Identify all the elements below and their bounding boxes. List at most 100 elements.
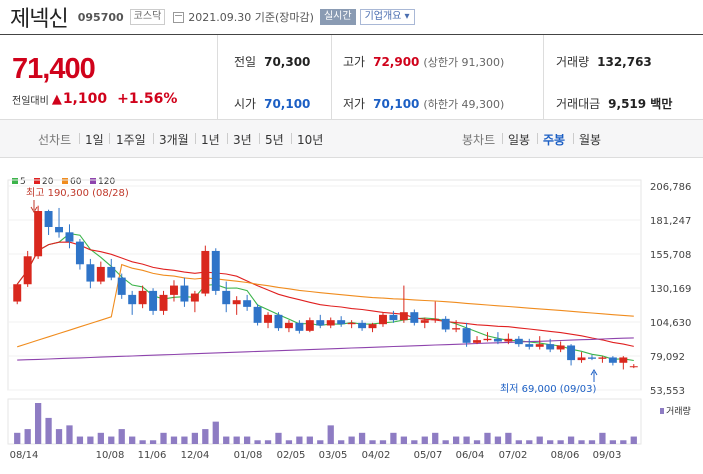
- candle-body: [546, 344, 555, 350]
- stat-value: 70,100: [373, 97, 420, 111]
- max-arrow-head: [30, 206, 38, 213]
- divider: [109, 133, 110, 144]
- plot-frame: [7, 179, 642, 391]
- candle-body: [452, 328, 461, 330]
- tab-daily[interactable]: 일봉: [508, 133, 531, 147]
- volume-bar: [327, 425, 334, 444]
- candle-body: [577, 357, 586, 361]
- realtime-button[interactable]: 실시간: [319, 9, 356, 25]
- volume-bar: [421, 436, 428, 444]
- tab-weekly[interactable]: 주봉: [543, 133, 566, 147]
- stat-volume: 거래량 132,763: [556, 53, 652, 70]
- tab-1year[interactable]: 1년: [201, 133, 220, 147]
- tab-monthly[interactable]: 월봉: [579, 133, 602, 147]
- volume-bar: [432, 432, 439, 444]
- stock-name: 제넥신: [10, 7, 69, 32]
- candle-body: [274, 314, 283, 329]
- max-label: 최고 190,300 (08/28): [26, 187, 129, 199]
- candle-body: [222, 290, 231, 305]
- tab-5year[interactable]: 5년: [265, 133, 284, 147]
- candle-body: [316, 320, 325, 326]
- candle-body: [138, 290, 147, 305]
- candle-body: [326, 320, 335, 326]
- volume-bar: [484, 432, 491, 444]
- volume-bar: [170, 436, 178, 444]
- stat-high: 고가 72,900 (상한가 91,300): [343, 53, 504, 70]
- divider: [79, 133, 80, 144]
- stat-open: 시가 70,100: [234, 95, 310, 112]
- change-label: 전일대비: [12, 95, 49, 107]
- volume-bar: [620, 440, 627, 444]
- tab-3month[interactable]: 3개월: [159, 133, 189, 147]
- volume-bar: [515, 440, 522, 444]
- stock-header: 제넥신 095700 코스닥 2021.09.30 기준(장마감) 실시간 기업…: [0, 0, 703, 34]
- y-tick-label: 206,786: [650, 182, 691, 193]
- volume-bar: [599, 432, 606, 444]
- volume-bar: [358, 432, 366, 444]
- tab-10year[interactable]: 10년: [297, 133, 324, 147]
- current-price: 71,400: [12, 53, 96, 85]
- volume-bar: [338, 440, 345, 444]
- legend-label: 60: [70, 177, 82, 187]
- x-tick-label: 01/08: [234, 450, 263, 461]
- tab-line-chart[interactable]: 선차트: [38, 133, 72, 147]
- stock-code: 095700: [77, 10, 124, 24]
- candle-body: [347, 322, 356, 325]
- candle-body: [211, 250, 220, 291]
- volume-bar: [317, 440, 324, 444]
- divider: [195, 133, 196, 144]
- x-tick-label: 11/06: [138, 450, 167, 461]
- volume-bar: [160, 432, 167, 444]
- volume-bar: [567, 436, 575, 444]
- candle-body: [180, 285, 189, 302]
- volume-bar: [547, 440, 554, 444]
- company-info-button[interactable]: 기업개요 ▾: [359, 9, 415, 25]
- candle-body: [337, 320, 346, 325]
- stat-low: 저가 70,100 (하한가 49,300): [343, 95, 504, 112]
- volume-bar: [243, 436, 251, 444]
- x-tick-label: 09/03: [593, 450, 622, 461]
- candle-body: [535, 344, 544, 347]
- candle-body: [201, 250, 210, 294]
- legend-swatch: [62, 178, 68, 184]
- stat-label: 전일: [234, 55, 257, 69]
- market-badge: 코스닥: [129, 9, 166, 25]
- candle-body: [556, 345, 565, 350]
- stat-value: 9,519 백만: [608, 97, 673, 111]
- tab-1day[interactable]: 1일: [85, 133, 104, 147]
- divider: [543, 35, 544, 121]
- candle-body: [619, 357, 628, 363]
- volume-bar: [149, 440, 157, 444]
- price-chart[interactable]: 5 20 60 120 206,786 181,247 155,708 130,169 104…: [0, 158, 703, 474]
- tab-candle-chart[interactable]: 봉차트: [462, 133, 496, 147]
- change-value: 1,100: [62, 91, 108, 107]
- candle-body: [295, 322, 304, 331]
- candle-body: [107, 266, 116, 278]
- x-tick-label: 08/14: [10, 450, 39, 461]
- volume-bar: [233, 436, 240, 444]
- candles: [13, 205, 638, 370]
- candle-body: [305, 320, 314, 331]
- candle-body: [462, 328, 471, 343]
- stat-label: 시가: [234, 97, 257, 111]
- tab-3year[interactable]: 3년: [233, 133, 252, 147]
- candle-body: [253, 306, 262, 323]
- stat-label: 거래량: [556, 55, 590, 69]
- volume-bar: [526, 440, 533, 444]
- candle-body: [473, 340, 481, 343]
- volume-bar: [578, 440, 585, 444]
- candle-body: [128, 294, 137, 305]
- candle-body: [504, 338, 513, 342]
- candle-body: [379, 314, 387, 325]
- tab-1week[interactable]: 1주일: [116, 133, 146, 147]
- volume-bar: [400, 436, 408, 444]
- volume-bar: [390, 432, 397, 444]
- volume-bar: [223, 436, 230, 444]
- volume-bar: [306, 436, 313, 444]
- stat-value: 70,100: [264, 97, 311, 111]
- candle-body: [629, 366, 638, 368]
- stat-prev: 전일 70,300: [234, 53, 310, 70]
- candle-body: [441, 318, 450, 330]
- y-tick-label: 181,247: [650, 216, 691, 227]
- chart-legend: 5 20 60 120: [12, 177, 115, 187]
